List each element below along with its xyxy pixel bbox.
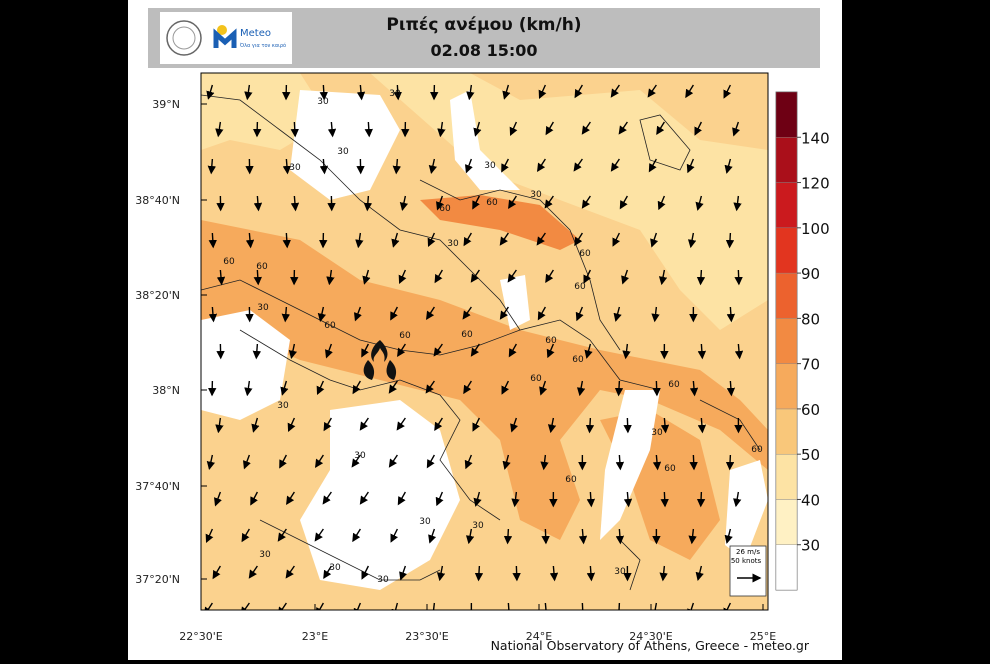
wind-arrow <box>701 344 702 358</box>
contour-label: 30 <box>257 303 269 313</box>
contour-label: 30 <box>337 147 349 157</box>
contour-label: 30 <box>277 401 289 411</box>
wind-arrow <box>701 492 702 506</box>
contour-label: 30 <box>317 97 329 107</box>
lat-label: 38°20'N <box>135 289 180 302</box>
colorbar-label: 40 <box>801 491 820 509</box>
wind-arrow <box>294 122 295 136</box>
contour-label: 30 <box>651 428 663 438</box>
colorbar-label: 70 <box>801 356 820 374</box>
colorbar-label: 50 <box>801 446 820 464</box>
contour-label: 60 <box>486 198 498 208</box>
vector-legend-speed: 26 m/s <box>736 548 760 556</box>
contour-label: 30 <box>484 161 496 171</box>
colorbar-label: 80 <box>801 310 820 328</box>
vector-legend-knots: 50 knots <box>731 557 762 565</box>
contour-label: 30 <box>447 239 459 249</box>
contour-label: 30 <box>472 521 484 531</box>
colorbar-label: 100 <box>801 220 830 238</box>
colorbar-swatch <box>776 137 797 182</box>
contour-label: 60 <box>439 204 451 214</box>
contour-label: 30 <box>329 563 341 573</box>
contour-label: 60 <box>565 475 577 485</box>
contour-label: 60 <box>668 380 680 390</box>
contour-label: 60 <box>324 321 336 331</box>
contour-label: 60 <box>256 262 268 272</box>
wind-arrow <box>508 529 509 543</box>
wind-arrow <box>545 529 546 543</box>
wind-arrow <box>212 233 213 247</box>
colorbar-swatch <box>776 318 797 363</box>
wind-arrow <box>619 381 620 395</box>
contour-label: 30 <box>354 451 366 461</box>
contour-label: 60 <box>399 331 411 341</box>
wind-arrow <box>656 381 657 395</box>
wind-arrow <box>590 418 591 432</box>
wind-arrow <box>738 270 739 284</box>
map: 30 30 30 30 30 30 60 60 60 60 30 30 60 60 60 60 60 60 60 60… <box>201 73 768 617</box>
colorbar-swatch <box>776 92 797 137</box>
colorbar-swatch <box>776 409 797 454</box>
wind-arrow <box>286 233 287 247</box>
subtitle: 02.08 15:00 <box>430 41 537 60</box>
lat-label: 38°40'N <box>135 194 180 207</box>
wind-arrow <box>701 270 702 284</box>
wind-arrow <box>619 455 620 469</box>
wind-arrow <box>664 492 665 506</box>
contour-label: 30 <box>614 567 626 577</box>
colorbar-label: 90 <box>801 265 820 283</box>
contour-label: 60 <box>461 330 473 340</box>
contour-label: 60 <box>572 355 584 365</box>
wind-arrow <box>368 122 369 136</box>
lon-label: 24°E <box>526 630 552 643</box>
lat-label: 38°N <box>152 384 180 397</box>
colorbar-swatch <box>776 499 797 544</box>
lat-label: 37°20'N <box>135 573 180 586</box>
title: Ριπές ανέμου (km/h) <box>386 15 581 35</box>
lon-label: 25°E <box>750 630 776 643</box>
logo-text: Meteo <box>240 28 271 39</box>
contour-label: 30 <box>530 190 542 200</box>
colorbar-swatch <box>776 364 797 409</box>
contour-label: 60 <box>574 282 586 292</box>
colorbar-label: 140 <box>801 129 830 147</box>
contour-label: 60 <box>664 464 676 474</box>
colorbar-swatch <box>776 183 797 228</box>
contour-label: 60 <box>223 257 235 267</box>
lon-label: 23°30'E <box>405 630 449 643</box>
wind-arrow <box>516 566 517 580</box>
lat-label: 37°40'N <box>135 480 180 493</box>
lat-label: 39°N <box>152 98 180 111</box>
contour-label: 60 <box>579 249 591 259</box>
colorbar-swatch <box>776 454 797 499</box>
contour-label: 60 <box>545 336 557 346</box>
wind-arrow <box>257 270 258 284</box>
lon-label: 24°30'E <box>629 630 673 643</box>
contour-label: 60 <box>530 374 542 384</box>
contour-label: 60 <box>751 445 763 455</box>
contour-label: 30 <box>259 550 271 560</box>
wind-arrow <box>730 233 731 247</box>
colorbar-swatch <box>776 228 797 273</box>
contour-label: 30 <box>419 517 431 527</box>
logo-tagline: Όλα για τον καιρό <box>239 42 286 49</box>
wind-arrow <box>730 307 731 321</box>
wind-arrow <box>730 455 731 469</box>
contour-label: 30 <box>377 575 389 585</box>
wind-arrow <box>590 492 591 506</box>
colorbar-label: 60 <box>801 401 820 419</box>
wind-arrow <box>693 455 694 469</box>
colorbar-label: 30 <box>801 537 820 555</box>
contour-label: 30 <box>289 163 301 173</box>
colorbar-swatch <box>776 273 797 318</box>
lon-label: 22°30'E <box>179 630 223 643</box>
colorbar-label: 120 <box>801 175 830 193</box>
lon-label: 23°E <box>302 630 328 643</box>
wind-arrow <box>479 566 480 580</box>
contour-label: 30 <box>389 89 401 99</box>
wind-arrow <box>627 418 628 432</box>
colorbar-swatch <box>776 545 797 590</box>
